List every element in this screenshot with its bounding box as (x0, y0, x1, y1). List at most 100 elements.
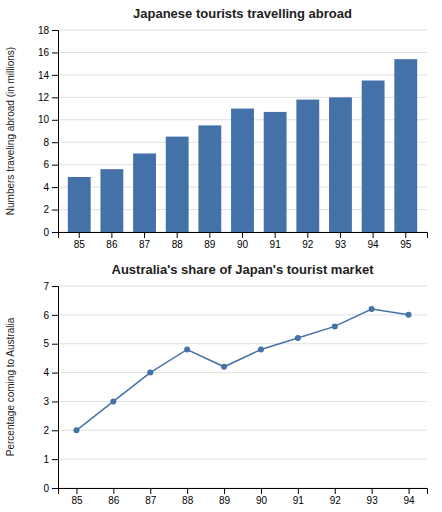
tick-label: 4 (43, 182, 49, 193)
point (221, 364, 227, 370)
x-tick: 95 (400, 232, 412, 250)
tick-label: 14 (38, 70, 50, 81)
grid (58, 286, 427, 488)
axis-line (59, 233, 428, 239)
tick-mark (52, 165, 58, 166)
tick-label: 85 (74, 239, 86, 250)
point (184, 346, 190, 352)
tick-label: 7 (43, 281, 49, 292)
y-tick: 16 (38, 47, 58, 58)
x-tick: 86 (108, 488, 120, 506)
tick-mark (52, 30, 58, 31)
y-tick: 8 (43, 137, 58, 148)
grid-line (58, 286, 427, 287)
x-tick: 94 (368, 232, 380, 250)
tick-mark (52, 401, 58, 402)
tick-mark (177, 232, 178, 238)
tick-label: 93 (367, 495, 379, 506)
grid-line (58, 30, 427, 31)
tick-mark (187, 488, 188, 494)
bar (231, 109, 254, 232)
tick-label: 93 (335, 239, 347, 250)
tick-label: 1 (43, 454, 49, 465)
grid-line (58, 52, 427, 53)
tick-label: 91 (293, 495, 305, 506)
point (110, 398, 116, 404)
tick-mark (52, 142, 58, 143)
tick-label: 5 (43, 338, 49, 349)
tick-mark (52, 52, 58, 53)
y-tick: 2 (43, 204, 58, 215)
y-tick: 5 (43, 338, 58, 349)
y-tick: 0 (43, 227, 58, 238)
panel: 8586878889909192939495024681012141618Jap… (5, 6, 428, 250)
tick-label: 0 (43, 227, 49, 238)
tick-mark (261, 488, 262, 494)
x-axis: 85 86 87 88 89 90 91 92 93 94 (59, 488, 428, 506)
tick-label: 18 (38, 25, 50, 36)
tick-label: 0 (43, 483, 49, 494)
x-tick: 90 (256, 488, 268, 506)
bar (166, 137, 189, 232)
tick-label: 6 (43, 159, 49, 170)
bar (264, 112, 287, 232)
tick-label: 87 (139, 239, 151, 250)
x-tick: 89 (204, 232, 216, 250)
point (258, 346, 264, 352)
tick-mark (76, 488, 77, 494)
x-tick: 87 (139, 232, 151, 250)
grid-line (58, 430, 427, 431)
tick-mark (340, 232, 341, 238)
point (369, 306, 375, 312)
tick-mark (373, 232, 374, 238)
tick-mark (52, 373, 58, 374)
tick-label: 90 (256, 495, 268, 506)
tick-mark (307, 232, 308, 238)
tick-label: 94 (403, 495, 415, 506)
tick-label: 89 (219, 495, 231, 506)
plot-area: 8586878889909192939401234567 (43, 281, 427, 506)
tick-mark (52, 75, 58, 76)
y-tick: 2 (43, 425, 58, 436)
x-tick: 88 (182, 488, 194, 506)
tick-label: 89 (204, 239, 216, 250)
tick-mark (52, 286, 58, 287)
tick-label: 88 (182, 495, 194, 506)
bar (296, 100, 319, 232)
y-tick: 14 (38, 70, 58, 81)
tick-mark (298, 488, 299, 494)
tick-label: 87 (145, 495, 157, 506)
x-tick: 93 (335, 232, 347, 250)
x-tick: 91 (293, 488, 305, 506)
tick-label: 94 (368, 239, 380, 250)
x-tick: 89 (219, 488, 231, 506)
line (76, 309, 408, 430)
x-tick: 85 (71, 488, 83, 506)
bar (198, 125, 221, 232)
point (73, 427, 79, 433)
y-tick: 10 (38, 114, 58, 125)
tick-label: 86 (108, 495, 120, 506)
x-tick: 92 (330, 488, 342, 506)
tick-mark (52, 488, 58, 489)
x-tick: 93 (367, 488, 379, 506)
tick-label: 88 (172, 239, 184, 250)
x-tick: 92 (302, 232, 314, 250)
point (147, 370, 153, 376)
tick-mark (405, 232, 406, 238)
y-tick: 18 (38, 25, 58, 36)
bar (68, 177, 91, 232)
tick-label: 85 (71, 495, 83, 506)
bar (100, 169, 123, 232)
tick-label: 12 (38, 92, 50, 103)
marks (68, 59, 417, 232)
y-tick: 1 (43, 454, 58, 465)
tick-label: 91 (270, 239, 282, 250)
tick-mark (111, 232, 112, 238)
tick-mark (144, 232, 145, 238)
tick-mark (52, 430, 58, 431)
axis-line (52, 31, 59, 233)
tick-label: 95 (400, 239, 412, 250)
y-axis-label: Percentage coming to Australia (5, 317, 16, 456)
x-tick: 87 (145, 488, 157, 506)
